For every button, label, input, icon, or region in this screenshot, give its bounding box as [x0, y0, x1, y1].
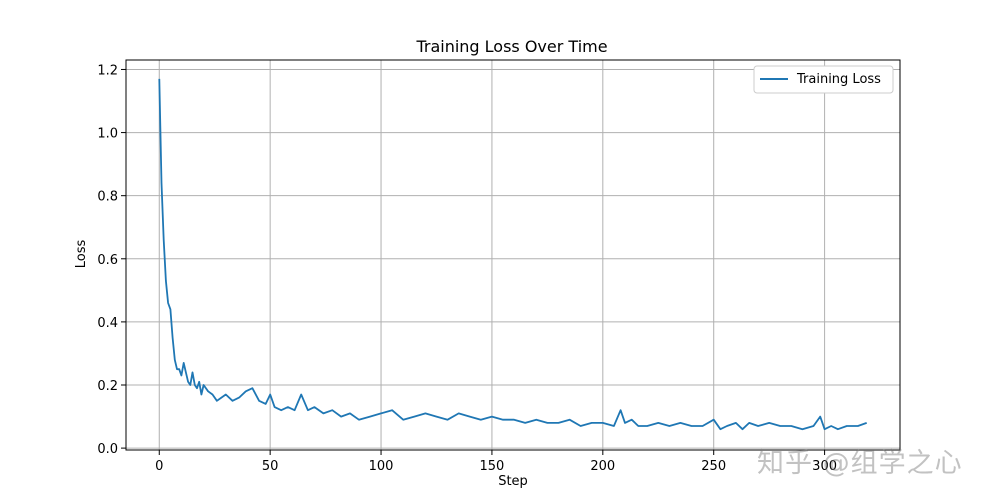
- y-tick-label: 0.0: [97, 442, 118, 457]
- watermark: 知乎 @组学之心: [757, 448, 963, 479]
- x-tick-label: 200: [590, 459, 615, 474]
- legend: Training Loss: [753, 65, 894, 94]
- chart-title: Training Loss Over Time: [415, 37, 607, 56]
- x-axis-title: Step: [498, 474, 528, 489]
- y-tick-label: 0.4: [97, 316, 118, 331]
- legend-box: [753, 65, 894, 94]
- x-tick-label: 50: [262, 459, 279, 474]
- series-line-training-loss: [158, 78, 867, 431]
- x-tick-label: 100: [369, 459, 394, 474]
- legend-label: Training Loss: [796, 72, 881, 87]
- x-tick-label: 300: [812, 459, 837, 474]
- y-tick-label: 0.2: [97, 379, 118, 394]
- y-tick-label: 1.0: [97, 127, 118, 142]
- x-tick-label: 150: [480, 459, 505, 474]
- y-tick-label: 0.6: [97, 253, 118, 268]
- y-axis: 0.0 0.2 0.4 0.6 0.8 1.0 1.2: [97, 63, 126, 457]
- x-tick-label: 0: [155, 459, 163, 474]
- plot-frame: [125, 59, 901, 451]
- grid-lines: [126, 60, 900, 450]
- y-axis-title: Loss: [74, 240, 89, 269]
- series-layer: [158, 78, 867, 431]
- x-axis: 0 50 100 150 200 250 300: [155, 450, 837, 474]
- x-tick-label: 250: [701, 459, 726, 474]
- y-tick-label: 1.2: [97, 63, 118, 78]
- y-tick-label: 0.8: [97, 190, 118, 205]
